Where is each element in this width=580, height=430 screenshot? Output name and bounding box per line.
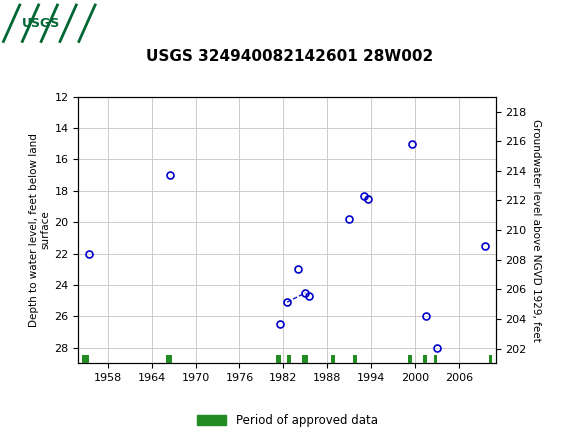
Bar xyxy=(331,355,335,363)
Bar xyxy=(302,355,307,363)
Bar xyxy=(353,355,357,363)
Bar xyxy=(3,4,78,43)
Bar xyxy=(276,355,281,363)
Legend: Period of approved data: Period of approved data xyxy=(192,410,382,430)
Bar xyxy=(423,355,427,363)
Bar xyxy=(166,355,172,363)
Y-axis label: Depth to water level, feet below land
surface: Depth to water level, feet below land su… xyxy=(28,133,50,327)
Bar xyxy=(488,355,492,363)
Text: USGS: USGS xyxy=(21,17,60,30)
Y-axis label: Groundwater level above NGVD 1929, feet: Groundwater level above NGVD 1929, feet xyxy=(531,119,541,341)
Bar xyxy=(434,355,437,363)
Text: USGS 324940082142601 28W002: USGS 324940082142601 28W002 xyxy=(146,49,434,64)
Bar xyxy=(82,355,89,363)
Bar xyxy=(287,355,291,363)
Bar xyxy=(408,355,412,363)
